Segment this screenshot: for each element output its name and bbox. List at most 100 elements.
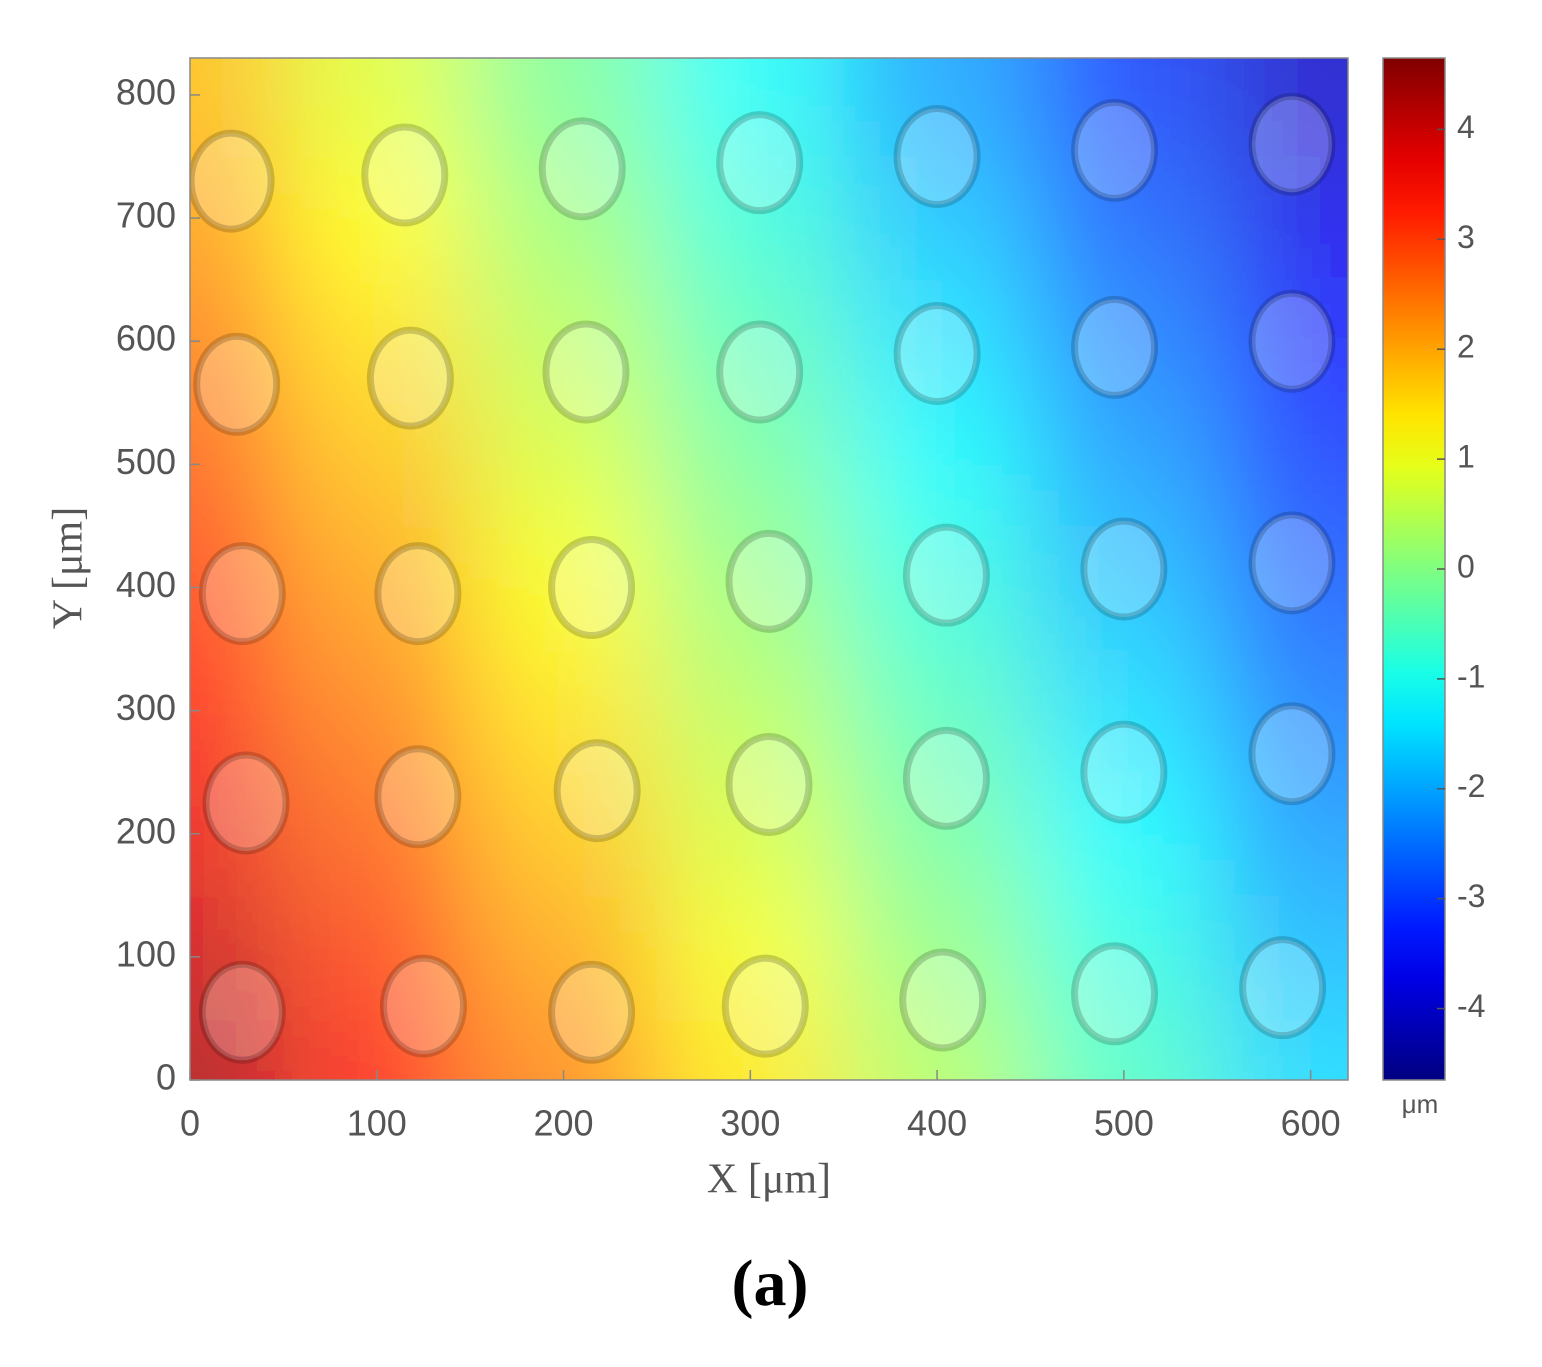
x-tick-label: 600 (1281, 1103, 1341, 1144)
colorbar-tick-label: 4 (1457, 109, 1475, 145)
y-tick-label: 100 (116, 933, 176, 974)
x-tick-label: 500 (1094, 1103, 1154, 1144)
y-tick-label: 400 (116, 564, 176, 605)
y-tick-label: 200 (116, 810, 176, 851)
heatmap-cell (656, 772, 845, 897)
pillar (374, 542, 462, 646)
pillar (1248, 511, 1336, 615)
heatmap-cell (1217, 895, 1348, 1020)
pillar (1080, 517, 1168, 621)
heatmap-cell (656, 402, 845, 527)
colorbar (1382, 57, 1446, 1081)
x-tick-label: 200 (534, 1103, 594, 1144)
pillar (1248, 92, 1336, 196)
heatmap-cell (190, 649, 285, 774)
heatmap-cell (1030, 279, 1219, 404)
heatmap-cell (843, 895, 1032, 1020)
pillar (725, 732, 813, 836)
pillar (1080, 720, 1168, 824)
y-tick-label: 600 (116, 318, 176, 359)
y-tick-label: 700 (116, 195, 176, 236)
heatmap-cell (190, 402, 285, 527)
heatmap-cell (656, 525, 845, 651)
heatmap-cell (283, 279, 472, 404)
heatmap-cell (843, 156, 1032, 281)
heatmap-cell (1217, 58, 1348, 158)
colorbar-tick-label: 2 (1457, 329, 1475, 365)
colorbar-tick-label: -1 (1457, 658, 1485, 694)
heatmap-cell (843, 525, 1032, 651)
x-tick-label: 100 (347, 1103, 407, 1144)
heatmap-cell (1030, 525, 1219, 651)
heatmap-cell (283, 156, 472, 281)
heatmap-cell (470, 895, 658, 1020)
heatmap-cell (283, 402, 472, 527)
colorbar-tick-label: 1 (1457, 439, 1475, 475)
colorbar-label: μm (1402, 1089, 1439, 1119)
y-tick-label: 300 (116, 687, 176, 728)
pillar (716, 320, 804, 424)
pillar (542, 320, 630, 424)
heatmap-cell (190, 772, 285, 897)
pillar (725, 529, 813, 633)
heatmap-cell (1217, 772, 1348, 897)
heatmap-cell (656, 649, 845, 774)
pillar (548, 535, 636, 639)
heatmap-cell (283, 895, 472, 1020)
heatmap-cell (190, 279, 285, 404)
heatmap-cell (656, 895, 845, 1020)
heatmap-cell (1217, 402, 1348, 527)
pillar (366, 326, 454, 430)
heatmap-cell (843, 279, 1032, 404)
heatmap-cell (283, 1018, 472, 1080)
pillar (361, 123, 449, 227)
pillar (721, 954, 809, 1058)
pillar (1248, 289, 1336, 393)
heatmap-cell (1030, 772, 1219, 897)
heatmap-cell (1030, 402, 1219, 527)
y-tick-label: 800 (116, 71, 176, 112)
heatmap-cell (843, 772, 1032, 897)
caption: (a) (732, 1247, 809, 1320)
pillar (899, 948, 987, 1052)
heatmap-cell (1030, 1018, 1219, 1080)
pillar (202, 751, 290, 855)
heatmap-cell (1030, 156, 1219, 281)
heatmap-cell (843, 1018, 1032, 1080)
heatmap-cell (470, 772, 658, 897)
heatmap-cell (470, 1018, 658, 1080)
heatmap-cell (656, 279, 845, 404)
heatmap-cell (283, 772, 472, 897)
heatmap-cell (470, 402, 658, 527)
heatmap-cell (190, 156, 285, 281)
x-tick-label: 400 (907, 1103, 967, 1144)
pillars (190, 92, 1336, 1064)
pillar (1071, 98, 1159, 202)
pillar (1248, 702, 1336, 806)
heatmap-cell (283, 525, 472, 651)
pillar (1071, 942, 1159, 1046)
heatmap-cell (470, 525, 658, 651)
heatmap-cell (1217, 279, 1348, 404)
pillar (893, 302, 981, 406)
pillar (902, 523, 990, 627)
heatmap-cell (1030, 58, 1219, 158)
heatmap-cell (283, 58, 472, 158)
pillar (553, 739, 641, 843)
heatmap-cell (843, 402, 1032, 527)
colorbar-tick-label: 3 (1457, 219, 1475, 255)
x-tick-label: 0 (180, 1103, 200, 1144)
heatmap-cell (283, 649, 472, 774)
heatmap-cell (190, 1018, 285, 1080)
heatmap-cell (1217, 649, 1348, 774)
pillar (1239, 936, 1327, 1040)
colorbar-tick-label: -4 (1457, 988, 1485, 1024)
heatmap-cell (1217, 525, 1348, 651)
y-tick-label: 500 (116, 441, 176, 482)
pillar (902, 726, 990, 830)
x-tick-label: 300 (720, 1103, 780, 1144)
pillar (198, 542, 286, 646)
plot-frame (189, 57, 1349, 1081)
heatmap-cell (1217, 1018, 1348, 1080)
